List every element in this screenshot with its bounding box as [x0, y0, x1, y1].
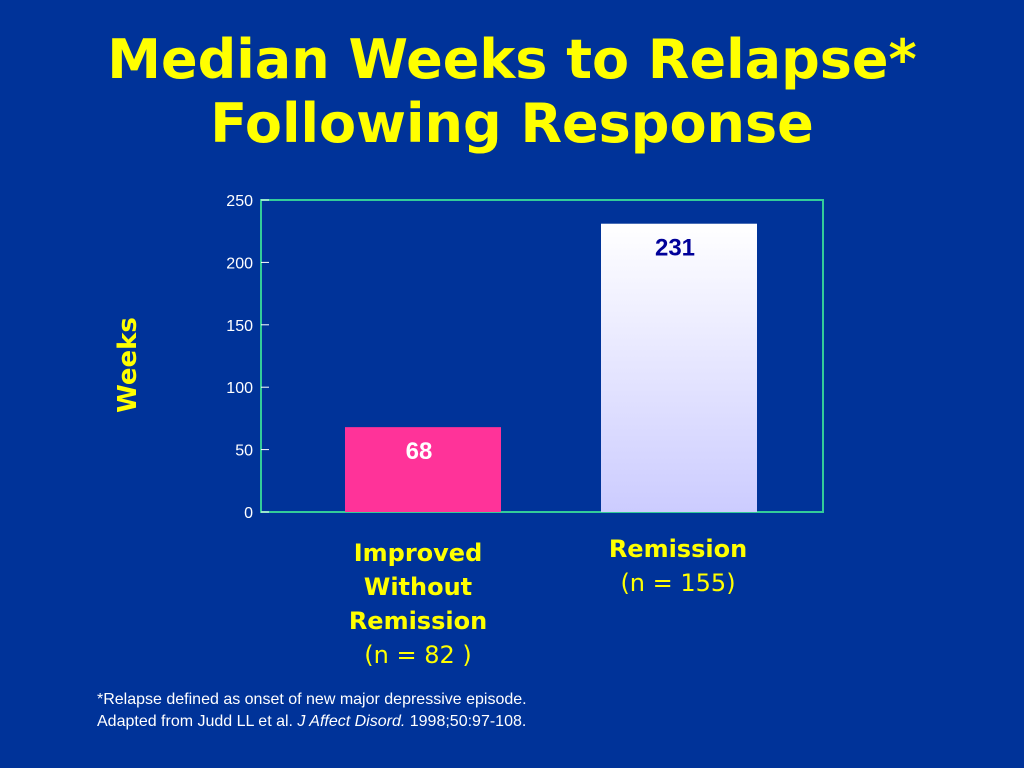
footnote-prefix: Adapted from Judd LL et al.: [97, 713, 298, 730]
bar-improved-without-remission: [345, 427, 501, 512]
title-line-1: Median Weeks to Relapse*: [107, 28, 917, 91]
bar-remission: [601, 223, 757, 512]
y-tick-label: 250: [226, 193, 253, 210]
y-tick-label: 150: [226, 318, 253, 335]
plot-frame: [260, 199, 824, 513]
footnote-journal: J Affect Disord.: [297, 713, 406, 730]
category-name-line: Improved: [353, 539, 483, 567]
slide-title: Median Weeks to Relapse* Following Respo…: [0, 28, 1024, 156]
category-name-line: Remission: [608, 535, 748, 563]
bar-value-label: 68: [406, 438, 433, 465]
y-tick-label: 200: [226, 255, 253, 272]
footnote-line-2: Adapted from Judd LL et al. J Affect Dis…: [97, 711, 527, 733]
footnote-line-1: *Relapse defined as onset of new major d…: [97, 691, 527, 708]
footnote-suffix: 1998;50:97-108.: [405, 713, 527, 730]
category-name-line: Remission: [348, 607, 488, 635]
category-label-remission: Remission (n = 155): [578, 532, 778, 600]
y-tick-label: 100: [226, 380, 253, 397]
y-tick-label: 50: [235, 443, 253, 460]
category-n: (n = 82 ): [364, 641, 472, 669]
title-line-2: Following Response: [210, 92, 814, 155]
bar-value-label: 231: [655, 235, 695, 262]
category-name-line: Without: [363, 573, 473, 601]
category-n: (n = 155): [620, 569, 736, 597]
category-label-improved: Improved Without Remission (n = 82 ): [318, 536, 518, 672]
y-tick-label: 0: [244, 505, 253, 522]
footnote: *Relapse defined as onset of new major d…: [97, 689, 527, 733]
